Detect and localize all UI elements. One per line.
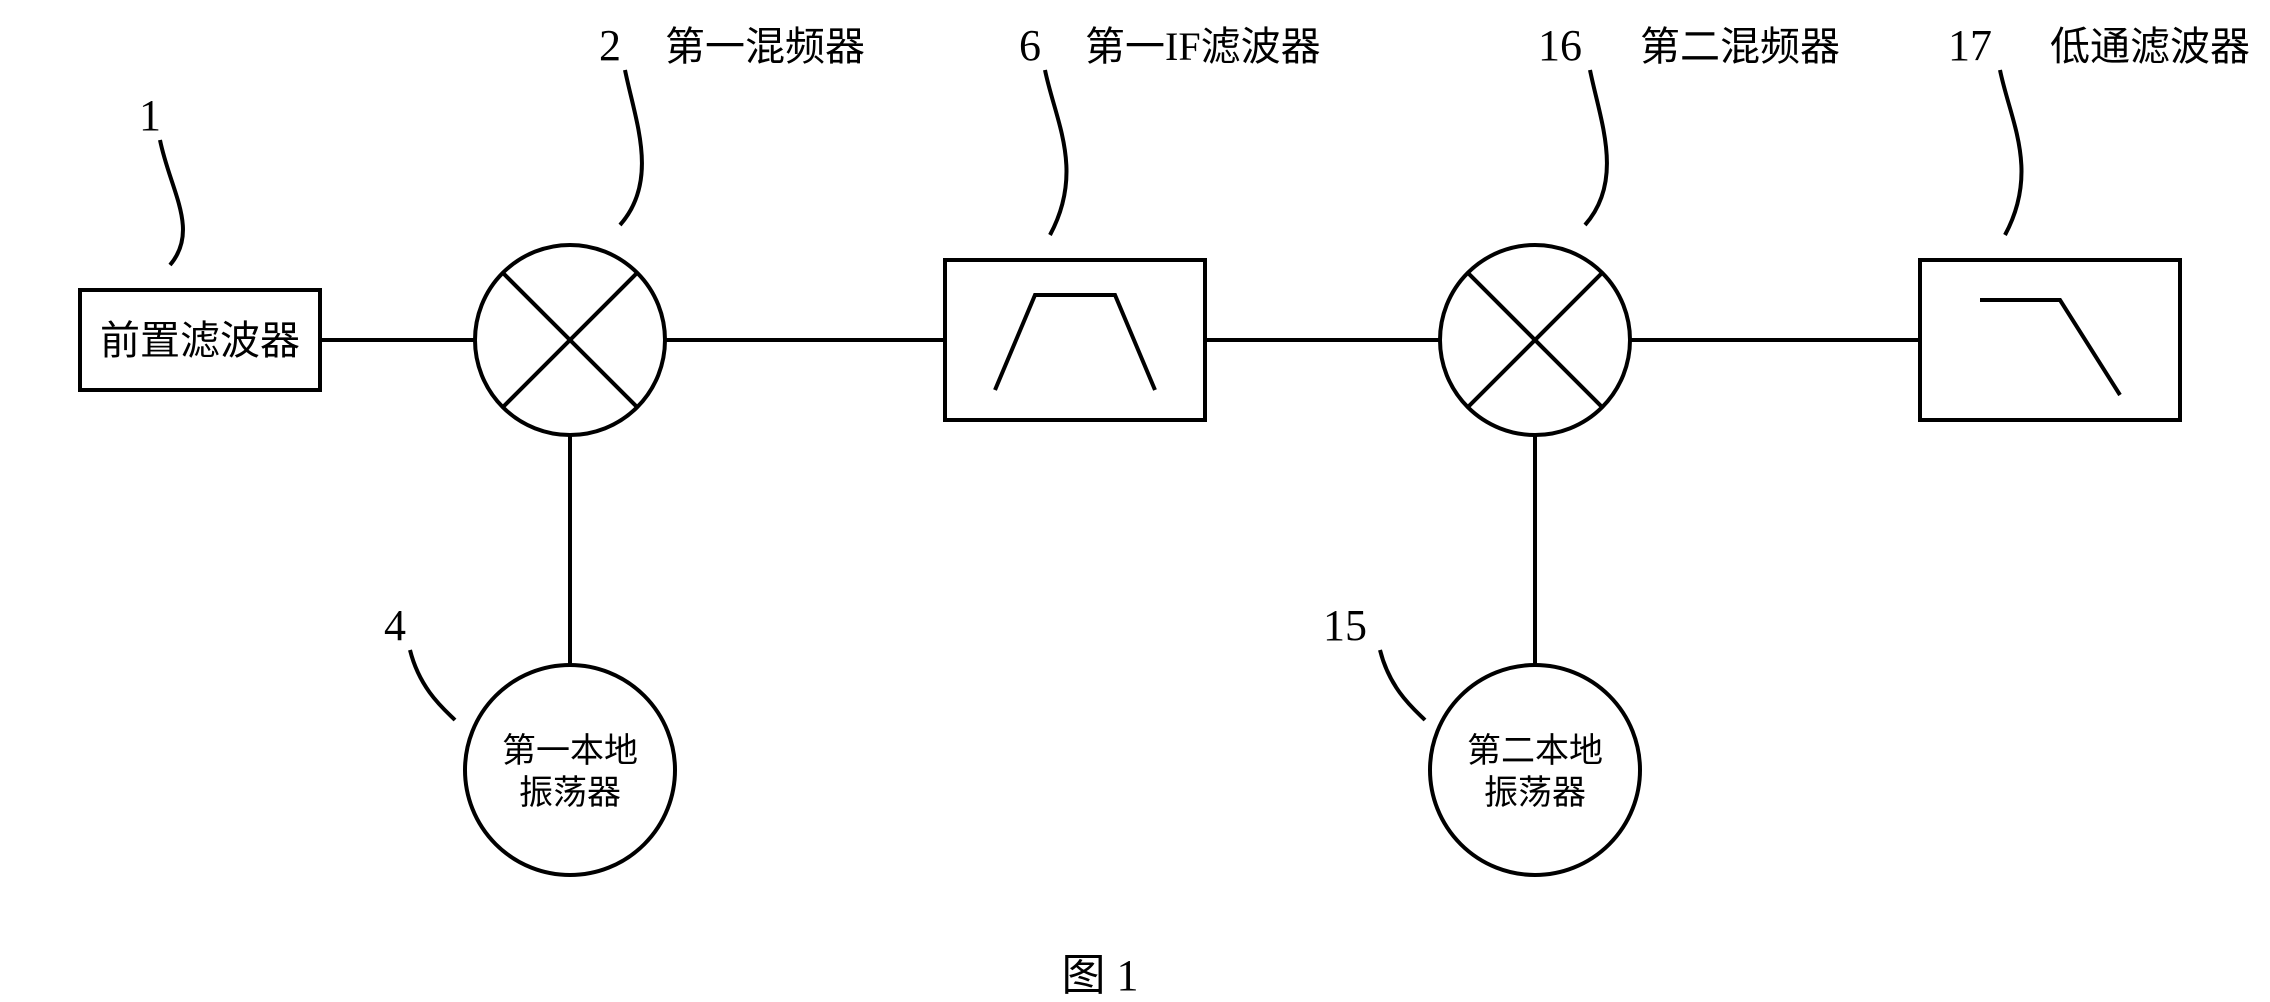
lpf-label: 低通滤波器 <box>2050 24 2250 69</box>
bandpass-icon <box>995 295 1155 390</box>
lo1-circle <box>465 665 675 875</box>
mixer2-number: 16 <box>1538 21 1582 70</box>
if-filter-label: 第一IF滤波器 <box>1085 24 1321 69</box>
lo1-callout <box>410 650 455 720</box>
mixer1-callout <box>620 70 642 225</box>
lo2-text1: 第二本地 <box>1467 732 1603 770</box>
lpf-number: 17 <box>1948 21 1992 70</box>
prefilter-label: 前置滤波器 <box>100 318 300 363</box>
lo2-callout <box>1380 650 1425 720</box>
lo2-number: 15 <box>1323 601 1367 650</box>
mixer2-callout <box>1585 70 1607 225</box>
mixer1-label: 第一混频器 <box>665 24 865 69</box>
if-filter-block <box>945 260 1205 420</box>
prefilter-number: 1 <box>139 91 161 140</box>
lo1-text2: 振荡器 <box>519 774 621 812</box>
lo1-text1: 第一本地 <box>502 732 638 770</box>
prefilter-callout <box>160 140 183 265</box>
lpf-block <box>1920 260 2180 420</box>
mixer1-number: 2 <box>599 21 621 70</box>
if-filter-number: 6 <box>1019 21 1041 70</box>
lo1-number: 4 <box>384 601 406 650</box>
mixer2-label: 第二混频器 <box>1640 24 1840 69</box>
lo2-circle <box>1430 665 1640 875</box>
lo2-text2: 振荡器 <box>1484 774 1586 812</box>
if-filter-callout <box>1045 70 1067 235</box>
figure-caption: 图 1 <box>1062 951 1139 1000</box>
lpf-callout <box>2000 70 2022 235</box>
lowpass-icon <box>1980 300 2120 395</box>
